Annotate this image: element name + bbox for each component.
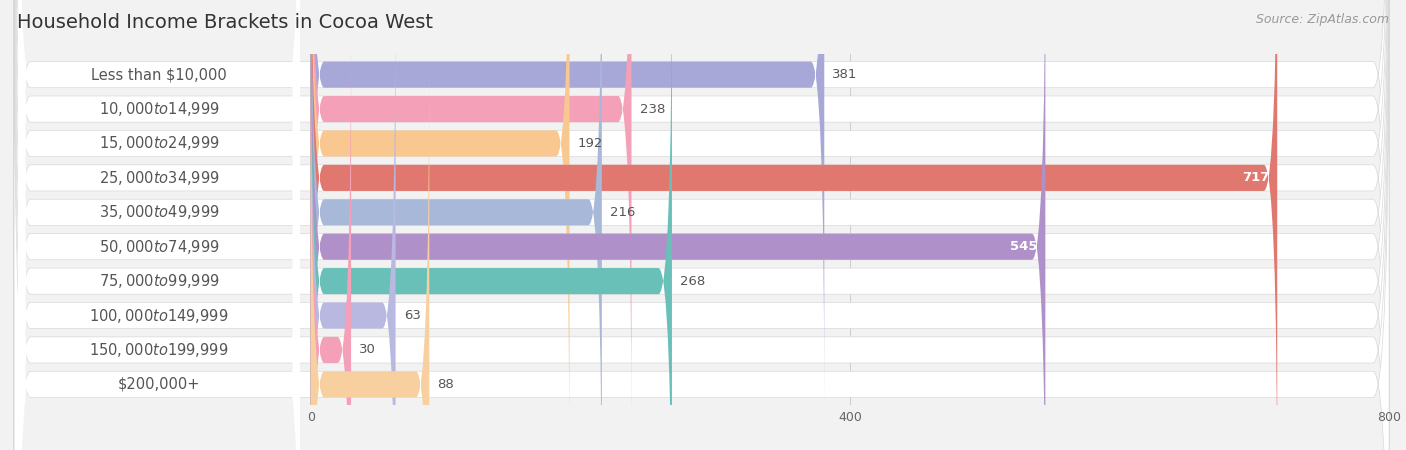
FancyBboxPatch shape [14,0,1389,450]
Text: 88: 88 [437,378,454,391]
FancyBboxPatch shape [14,0,1389,450]
FancyBboxPatch shape [18,0,299,443]
FancyBboxPatch shape [18,0,299,450]
FancyBboxPatch shape [18,0,299,409]
FancyBboxPatch shape [311,53,429,450]
Text: Household Income Brackets in Cocoa West: Household Income Brackets in Cocoa West [17,14,433,32]
FancyBboxPatch shape [311,0,602,450]
Text: $100,000 to $149,999: $100,000 to $149,999 [89,306,229,324]
FancyBboxPatch shape [14,0,1389,450]
FancyBboxPatch shape [14,0,1389,450]
FancyBboxPatch shape [14,0,1389,450]
Text: $25,000 to $34,999: $25,000 to $34,999 [98,169,219,187]
FancyBboxPatch shape [14,0,1389,450]
FancyBboxPatch shape [18,0,299,450]
FancyBboxPatch shape [311,0,569,450]
FancyBboxPatch shape [311,0,395,450]
Text: $10,000 to $14,999: $10,000 to $14,999 [98,100,219,118]
Text: 63: 63 [404,309,420,322]
Text: 268: 268 [681,274,706,288]
Text: $200,000+: $200,000+ [118,377,200,392]
Text: 717: 717 [1241,171,1270,184]
FancyBboxPatch shape [18,0,299,450]
Text: 238: 238 [640,103,665,116]
FancyBboxPatch shape [14,0,1389,450]
FancyBboxPatch shape [14,0,1389,450]
Text: $150,000 to $199,999: $150,000 to $199,999 [89,341,229,359]
Text: $50,000 to $74,999: $50,000 to $74,999 [98,238,219,256]
FancyBboxPatch shape [14,0,1389,450]
FancyBboxPatch shape [311,0,824,406]
Text: $75,000 to $99,999: $75,000 to $99,999 [98,272,219,290]
FancyBboxPatch shape [18,0,299,450]
FancyBboxPatch shape [18,0,299,450]
Text: 381: 381 [832,68,858,81]
FancyBboxPatch shape [18,0,299,450]
Text: $15,000 to $24,999: $15,000 to $24,999 [98,135,219,153]
Text: Source: ZipAtlas.com: Source: ZipAtlas.com [1256,14,1389,27]
Text: 216: 216 [610,206,636,219]
FancyBboxPatch shape [311,19,352,450]
Text: 545: 545 [1010,240,1038,253]
FancyBboxPatch shape [18,16,299,450]
Text: $35,000 to $49,999: $35,000 to $49,999 [98,203,219,221]
FancyBboxPatch shape [311,0,1277,450]
Text: 192: 192 [578,137,603,150]
FancyBboxPatch shape [14,0,1389,450]
FancyBboxPatch shape [311,0,672,450]
Text: 30: 30 [359,343,375,356]
FancyBboxPatch shape [18,50,299,450]
FancyBboxPatch shape [311,0,631,440]
FancyBboxPatch shape [311,0,1045,450]
Text: Less than $10,000: Less than $10,000 [91,67,226,82]
